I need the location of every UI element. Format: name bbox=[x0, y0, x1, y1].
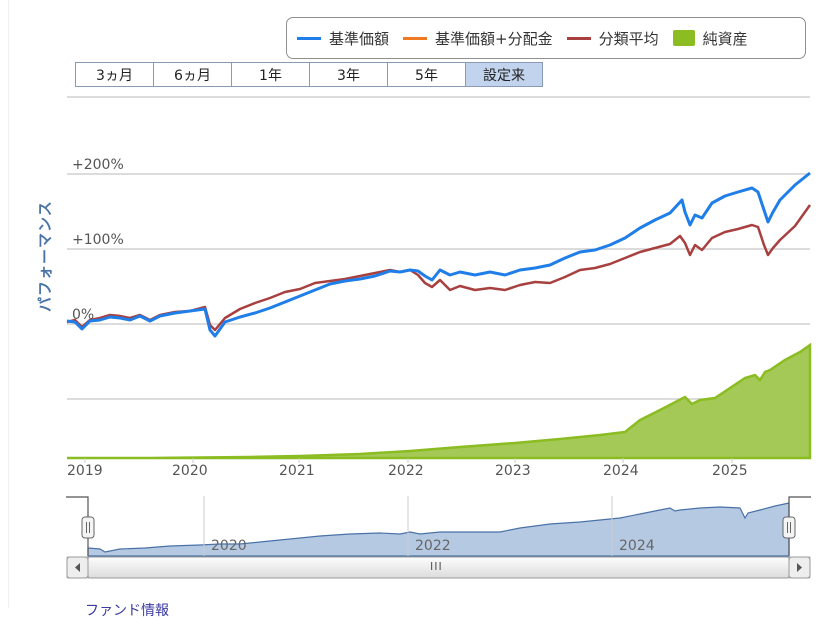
legend-label: 基準価額 bbox=[329, 29, 390, 48]
legend-line-icon bbox=[403, 36, 428, 40]
navigator-area bbox=[87, 502, 790, 557]
legend-item-nav[interactable]: 基準価額 bbox=[297, 28, 389, 49]
y-label-200: +200% bbox=[72, 157, 124, 173]
range-button-5y[interactable]: 5年 bbox=[387, 62, 465, 87]
chart-legend: 基準価額 基準価額+分配金 分類平均 純資産 bbox=[286, 17, 806, 59]
navigator-handle-left[interactable] bbox=[81, 516, 95, 539]
x-label: 2022 bbox=[388, 463, 424, 479]
y-axis-title: パフォーマンス bbox=[36, 200, 54, 312]
legend-label: 基準価額+分配金 bbox=[435, 29, 553, 48]
page-left-border bbox=[8, 0, 9, 608]
x-label: 2023 bbox=[495, 463, 531, 479]
x-label: 2020 bbox=[172, 463, 208, 479]
x-label: 2019 bbox=[67, 463, 103, 479]
nav-line bbox=[66, 171, 811, 338]
scrollbar-right-arrow[interactable] bbox=[788, 556, 811, 579]
navigator-handle-right[interactable] bbox=[782, 516, 796, 539]
navigator[interactable] bbox=[66, 496, 811, 557]
scrollbar-grip-icon: III bbox=[430, 560, 443, 573]
legend-label: 分類平均 bbox=[598, 29, 659, 48]
x-ticks bbox=[84, 458, 733, 463]
navigator-label: 2024 bbox=[619, 538, 655, 554]
arrow-right-icon bbox=[797, 563, 802, 572]
net-assets-area bbox=[67, 342, 812, 460]
range-button-3m[interactable]: 3ヵ月 bbox=[75, 62, 153, 87]
x-label: 2021 bbox=[279, 463, 315, 479]
legend-label: 純資産 bbox=[702, 29, 748, 48]
legend-line-icon bbox=[297, 36, 321, 40]
legend-area-icon bbox=[672, 30, 695, 46]
navigator-label: 2022 bbox=[415, 538, 451, 554]
scrollbar-left-arrow[interactable] bbox=[66, 556, 89, 579]
legend-item-net-assets[interactable]: 純資産 bbox=[672, 28, 748, 49]
legend-item-category-average[interactable]: 分類平均 bbox=[566, 28, 659, 49]
legend-line-icon bbox=[566, 36, 591, 40]
scrollbar[interactable] bbox=[66, 556, 811, 579]
legend-item-nav-with-dividend[interactable]: 基準価額+分配金 bbox=[403, 28, 553, 49]
range-button-3y[interactable]: 3年 bbox=[309, 62, 387, 87]
range-selector: 3ヵ月 6ヵ月 1年 3年 5年 設定来 bbox=[75, 62, 543, 87]
arrow-left-icon bbox=[75, 563, 80, 572]
navigator-label: 2020 bbox=[211, 538, 247, 554]
range-button-1y[interactable]: 1年 bbox=[231, 62, 309, 87]
navigator-grid bbox=[203, 496, 613, 556]
range-button-since-inception[interactable]: 設定来 bbox=[465, 62, 543, 87]
y-label-100: +100% bbox=[72, 232, 124, 248]
x-label: 2025 bbox=[712, 463, 748, 479]
x-label: 2024 bbox=[603, 463, 639, 479]
range-button-6m[interactable]: 6ヵ月 bbox=[153, 62, 231, 87]
y-label-0: 0% bbox=[72, 307, 95, 323]
bottom-link-text[interactable]: ファンド情報 bbox=[85, 603, 169, 619]
